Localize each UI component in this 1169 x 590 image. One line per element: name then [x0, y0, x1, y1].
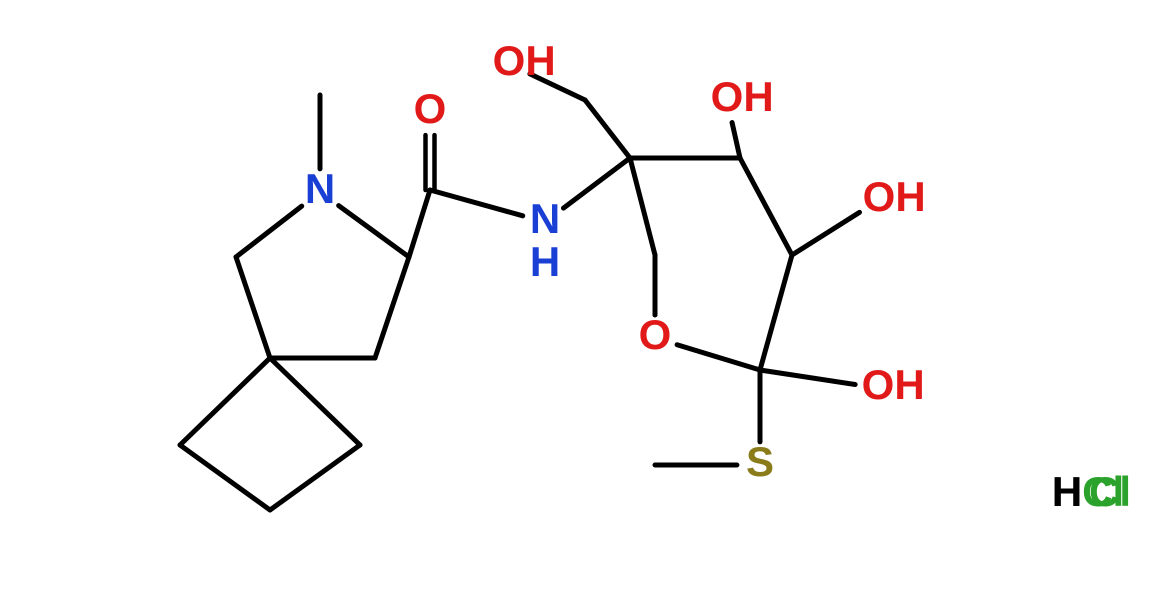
- svg-text:H: H: [525, 37, 555, 84]
- atom-oh2: OH: [711, 73, 774, 120]
- atom-oh3: OH: [863, 173, 926, 220]
- atom-o_ring: O: [639, 311, 672, 358]
- atom-nh_h: H: [530, 238, 560, 285]
- salt-hcl: HCl: [1052, 468, 1124, 515]
- svg-text:N: N: [530, 195, 560, 242]
- svg-text:H: H: [895, 173, 925, 220]
- atom-n_ring: N: [305, 165, 335, 212]
- svg-text:O: O: [862, 361, 895, 408]
- atom-s: S: [746, 438, 774, 485]
- svg-text:N: N: [305, 165, 335, 212]
- molecule-svg: NONHOSOHOHOHOHHClHCl: [0, 0, 1169, 590]
- svg-text:S: S: [746, 438, 774, 485]
- atom-oh4: OH: [862, 361, 925, 408]
- svg-text:H: H: [743, 73, 773, 120]
- atom-oh1: OH: [493, 37, 556, 84]
- svg-text:O: O: [639, 311, 672, 358]
- svg-text:H: H: [530, 238, 560, 285]
- svg-text:HCl: HCl: [1052, 468, 1124, 515]
- atom-nh: N: [530, 195, 560, 242]
- svg-text:H: H: [894, 361, 924, 408]
- atom-o_carbonyl: O: [414, 85, 447, 132]
- svg-text:O: O: [711, 73, 744, 120]
- svg-text:O: O: [863, 173, 896, 220]
- svg-text:O: O: [493, 37, 526, 84]
- svg-text:O: O: [414, 85, 447, 132]
